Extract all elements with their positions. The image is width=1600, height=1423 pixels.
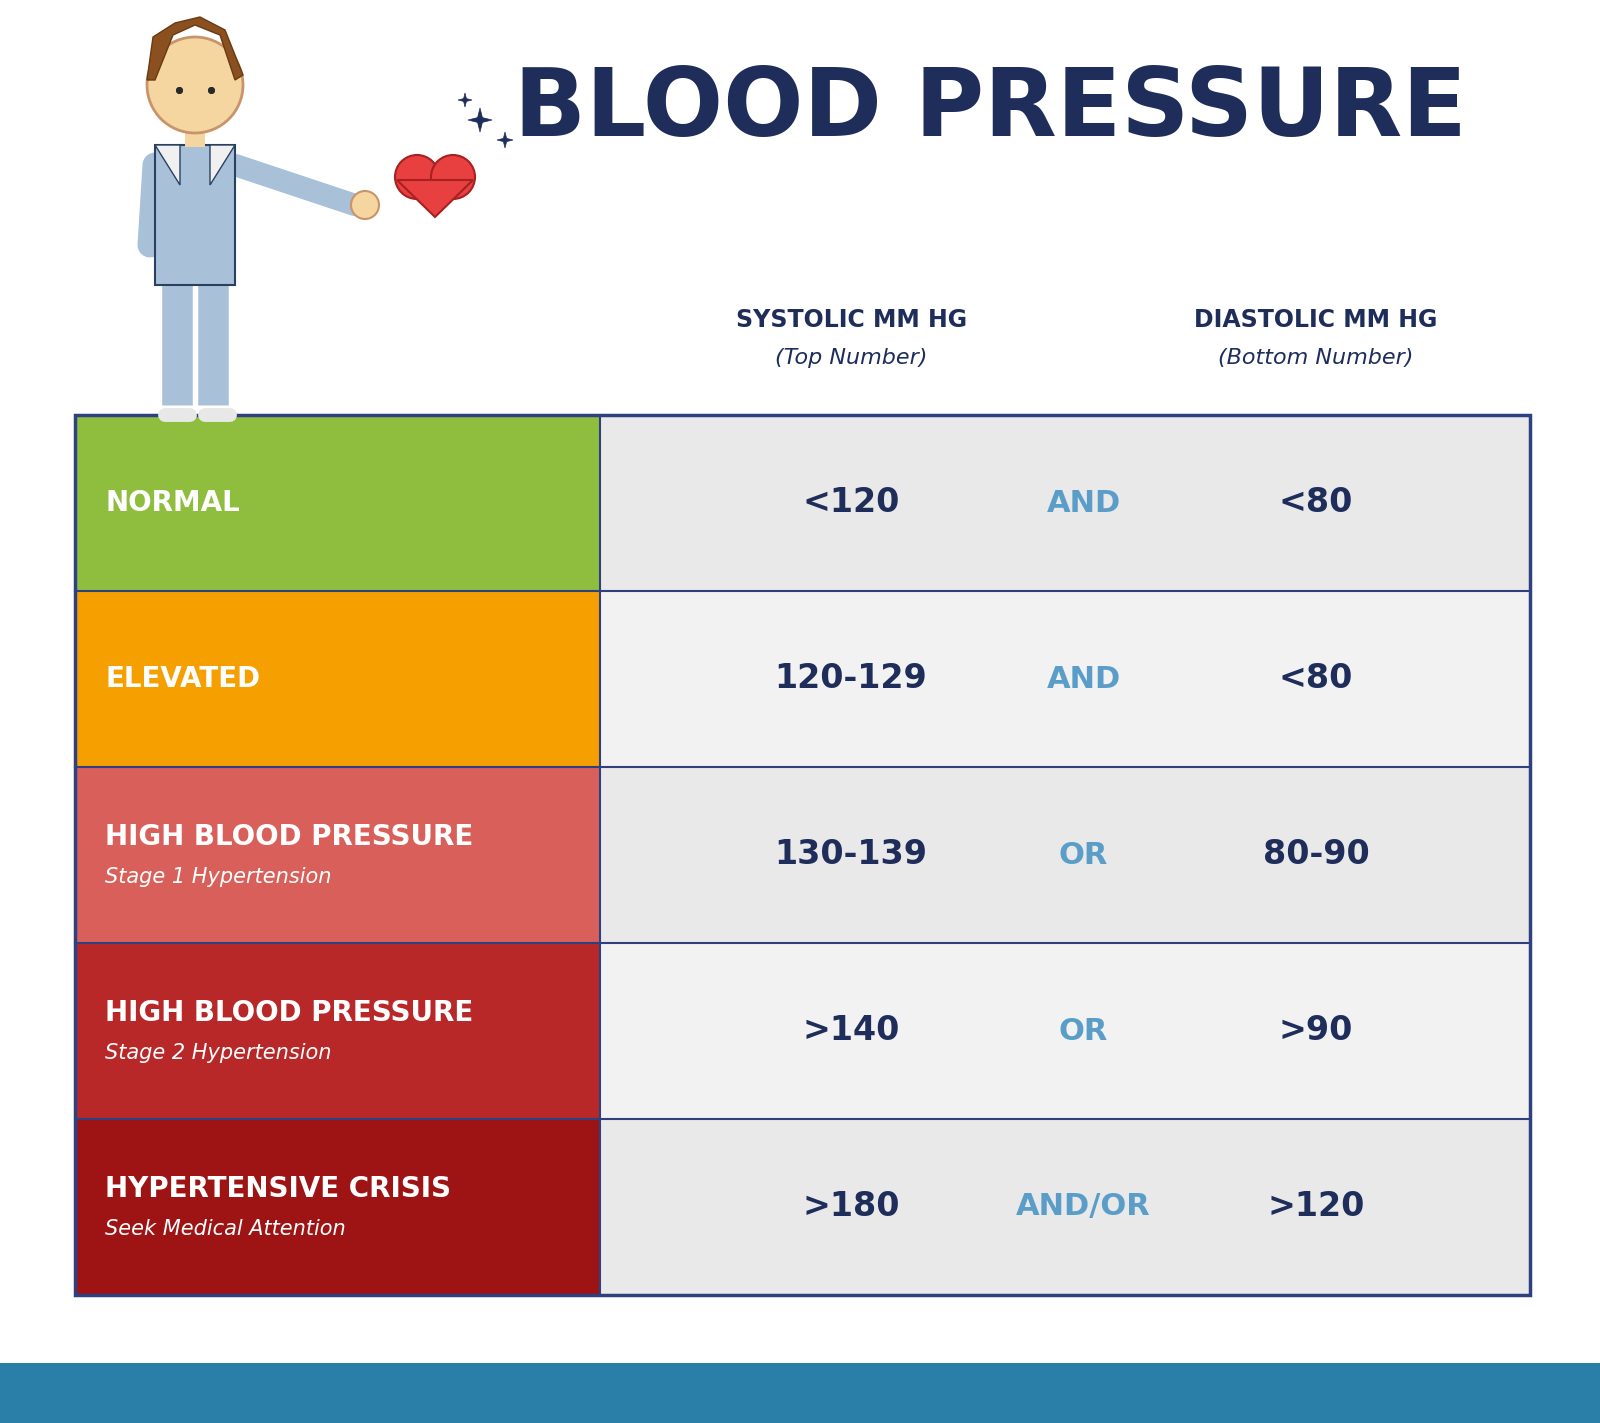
Bar — [600, 591, 1530, 767]
Text: >180: >180 — [802, 1191, 899, 1224]
Text: 120-129: 120-129 — [774, 663, 928, 696]
Polygon shape — [458, 92, 472, 107]
Text: >90: >90 — [1278, 1015, 1354, 1047]
Bar — [75, 1118, 600, 1295]
Circle shape — [430, 155, 475, 199]
Bar — [75, 591, 600, 767]
Bar — [600, 767, 1530, 943]
Text: 80-90: 80-90 — [1262, 838, 1370, 871]
Text: (Bottom Number): (Bottom Number) — [1219, 349, 1414, 369]
Text: AND: AND — [1046, 488, 1120, 518]
Text: <80: <80 — [1278, 663, 1354, 696]
Text: OR: OR — [1059, 1016, 1109, 1046]
Polygon shape — [467, 108, 493, 132]
Text: NORMAL: NORMAL — [106, 490, 240, 517]
Polygon shape — [147, 17, 243, 80]
Bar — [155, 145, 235, 285]
Text: HYPERTENSIVE CRISIS: HYPERTENSIVE CRISIS — [106, 1175, 451, 1202]
Text: >120: >120 — [1267, 1191, 1365, 1224]
Text: AND: AND — [1046, 665, 1120, 693]
Polygon shape — [155, 145, 179, 185]
Text: >140: >140 — [803, 1015, 899, 1047]
Bar — [600, 1118, 1530, 1295]
Text: AND/OR: AND/OR — [1016, 1192, 1150, 1221]
Circle shape — [395, 155, 438, 199]
Text: (Top Number): (Top Number) — [774, 349, 928, 369]
Bar — [75, 943, 600, 1118]
Bar — [75, 416, 600, 591]
Bar — [75, 416, 1530, 1295]
Text: <120: <120 — [803, 487, 899, 519]
Text: Stage 1 Hypertension: Stage 1 Hypertension — [106, 867, 331, 887]
Text: DIASTOLIC MM HG: DIASTOLIC MM HG — [1195, 307, 1438, 332]
Text: ELEVATED: ELEVATED — [106, 665, 261, 693]
Text: OR: OR — [1059, 841, 1109, 869]
Text: 130-139: 130-139 — [774, 838, 928, 871]
Circle shape — [350, 191, 379, 219]
Polygon shape — [397, 179, 474, 216]
Circle shape — [147, 37, 243, 132]
Bar — [75, 767, 600, 943]
Polygon shape — [498, 132, 514, 148]
Text: SYSTOLIC MM HG: SYSTOLIC MM HG — [736, 307, 966, 332]
Polygon shape — [210, 145, 235, 185]
Text: Seek Medical Attention: Seek Medical Attention — [106, 1220, 346, 1239]
Text: <80: <80 — [1278, 487, 1354, 519]
Bar — [0, 1363, 1600, 1423]
Bar — [186, 117, 205, 147]
Bar — [600, 943, 1530, 1118]
Text: HIGH BLOOD PRESSURE: HIGH BLOOD PRESSURE — [106, 822, 474, 851]
Text: HIGH BLOOD PRESSURE: HIGH BLOOD PRESSURE — [106, 999, 474, 1027]
Text: BLOOD PRESSURE: BLOOD PRESSURE — [514, 64, 1466, 157]
Bar — [600, 416, 1530, 591]
Text: Stage 2 Hypertension: Stage 2 Hypertension — [106, 1043, 331, 1063]
